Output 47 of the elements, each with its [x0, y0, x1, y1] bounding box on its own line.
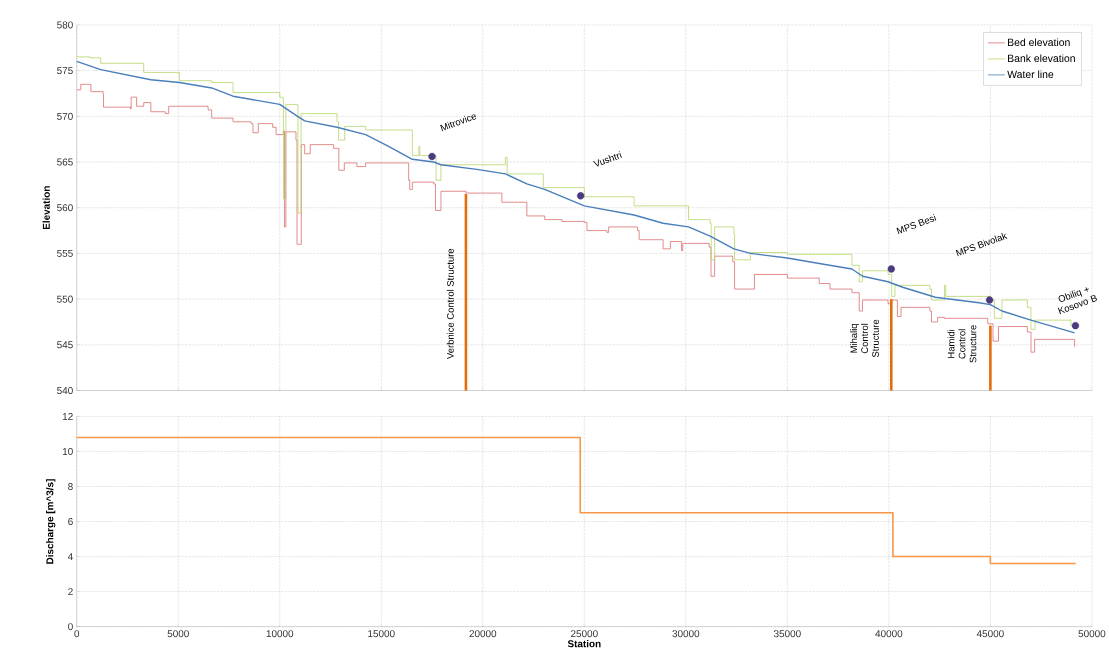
y-tick-label: 565: [57, 158, 73, 166]
x-axis-title: Station: [567, 639, 601, 648]
legend-label: Water line: [1007, 70, 1054, 78]
y-tick-label: 550: [57, 295, 73, 303]
y-tick-label: 575: [57, 66, 73, 74]
y-tick-label: 4: [67, 552, 73, 560]
x-tick-label: 30000: [672, 629, 700, 637]
y-tick-label: 580: [57, 21, 73, 29]
y-tick-label: 540: [57, 386, 73, 394]
bar: [989, 325, 992, 391]
y-axis-title: Discharge [m^3/s]: [46, 478, 56, 564]
y-axis-title: Elevation: [42, 186, 50, 229]
x-tick-label: 35000: [773, 629, 801, 637]
annotation: Mihaliq Control Structure: [850, 319, 879, 357]
annotation: Obiliq + Kosovo B: [1057, 287, 1097, 314]
x-tick-label: 20000: [469, 629, 497, 637]
x-tick-label: 15000: [368, 629, 395, 637]
point: [887, 265, 895, 273]
annotation: MPS Bivolak: [955, 232, 1008, 257]
point: [1071, 321, 1080, 330]
x-tick-label: 40000: [875, 629, 903, 637]
annotation: MPS Besi: [896, 213, 937, 234]
annotation: Verbnice Control Structure: [446, 248, 454, 359]
x-tick-label: 5000: [167, 629, 189, 637]
x-tick-label: 45000: [976, 629, 1004, 637]
point: [428, 152, 436, 160]
annotation: Hamidi Control Structure: [947, 324, 977, 363]
y-tick-label: 555: [57, 249, 73, 257]
y-tick-label: 6: [68, 517, 73, 525]
y-tick-label: 10: [62, 447, 73, 455]
x-tick-label: 10000: [266, 629, 294, 637]
x-tick-label: 50000: [1078, 629, 1106, 637]
legend-label: Bed elevation: [1008, 38, 1070, 46]
y-tick-label: 570: [57, 112, 73, 120]
point: [576, 191, 585, 200]
y-tick-label: 545: [57, 341, 73, 349]
bar: [890, 298, 893, 391]
annotation: Vushtri: [593, 151, 622, 167]
x-tick-label: 25000: [571, 629, 598, 637]
y-tick-label: 8: [68, 482, 73, 490]
y-tick-label: 560: [57, 203, 73, 211]
legend-label: Bank elevation: [1008, 54, 1075, 62]
point: [985, 296, 994, 304]
y-tick-label: 0: [68, 622, 73, 630]
x-tick-label: 0: [74, 629, 80, 637]
y-tick-label: 12: [62, 412, 73, 420]
y-tick-label: 2: [68, 587, 73, 595]
